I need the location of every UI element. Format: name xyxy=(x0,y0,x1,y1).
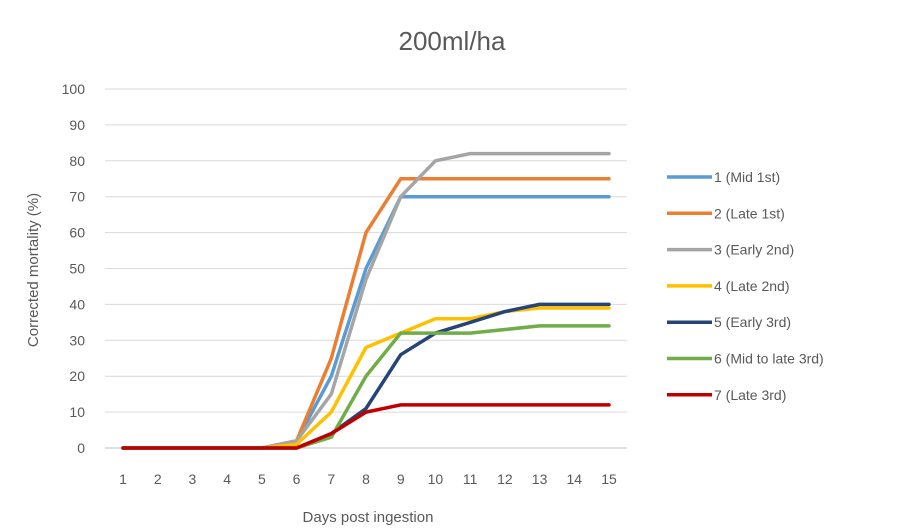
legend-label: 2 (Late 1st) xyxy=(714,205,785,221)
chart-title: 200ml/ha xyxy=(399,26,506,56)
x-tick-label: 15 xyxy=(601,471,617,487)
y-tick-label: 80 xyxy=(69,153,85,169)
y-tick-label: 50 xyxy=(69,261,85,277)
legend-label: 6 (Mid to late 3rd) xyxy=(714,351,824,367)
x-tick-label: 7 xyxy=(327,471,335,487)
legend-label: 1 (Mid 1st) xyxy=(714,169,780,185)
y-tick-label: 10 xyxy=(69,404,85,420)
y-tick-label: 30 xyxy=(69,332,85,348)
x-tick-label: 2 xyxy=(154,471,162,487)
x-tick-label: 11 xyxy=(463,471,478,487)
series-line xyxy=(121,403,611,450)
legend-label: 5 (Early 3rd) xyxy=(714,314,791,330)
legend: 1 (Mid 1st) 2 (Late 1st) 3 (Early 2nd) 4 (L… xyxy=(667,169,824,403)
x-tick-label: 8 xyxy=(362,471,370,487)
x-tick-label: 13 xyxy=(532,471,548,487)
x-tick-label: 6 xyxy=(293,471,301,487)
y-tick-label: 100 xyxy=(62,81,86,97)
y-tick-label: 40 xyxy=(69,296,85,312)
x-axis-ticks: 1 2 3 4 5 6 7 8 9 10 11 12 13 14 15 xyxy=(119,471,617,487)
series-lines xyxy=(121,151,611,450)
x-tick-label: 4 xyxy=(223,471,231,487)
legend-label: 7 (Late 3rd) xyxy=(714,387,786,403)
legend-label: 4 (Late 2nd) xyxy=(714,278,790,294)
x-tick-label: 10 xyxy=(428,471,444,487)
x-tick-label: 1 xyxy=(119,471,127,487)
y-axis-label: Corrected mortality (%) xyxy=(25,193,42,347)
x-tick-label: 14 xyxy=(566,471,582,487)
y-axis-ticks: 0 10 20 30 40 50 60 70 80 90 100 xyxy=(62,81,86,456)
x-tick-label: 5 xyxy=(258,471,266,487)
x-axis-label: Days post ingestion xyxy=(303,509,434,526)
x-tick-label: 12 xyxy=(497,471,513,487)
y-tick-label: 0 xyxy=(77,440,85,456)
x-tick-label: 9 xyxy=(397,471,405,487)
y-tick-label: 60 xyxy=(69,225,85,241)
y-tick-label: 90 xyxy=(69,117,85,133)
series-line xyxy=(121,324,611,450)
x-tick-label: 3 xyxy=(189,471,197,487)
y-tick-label: 20 xyxy=(69,368,85,384)
y-tick-label: 70 xyxy=(69,189,85,205)
legend-label: 3 (Early 2nd) xyxy=(714,242,794,258)
